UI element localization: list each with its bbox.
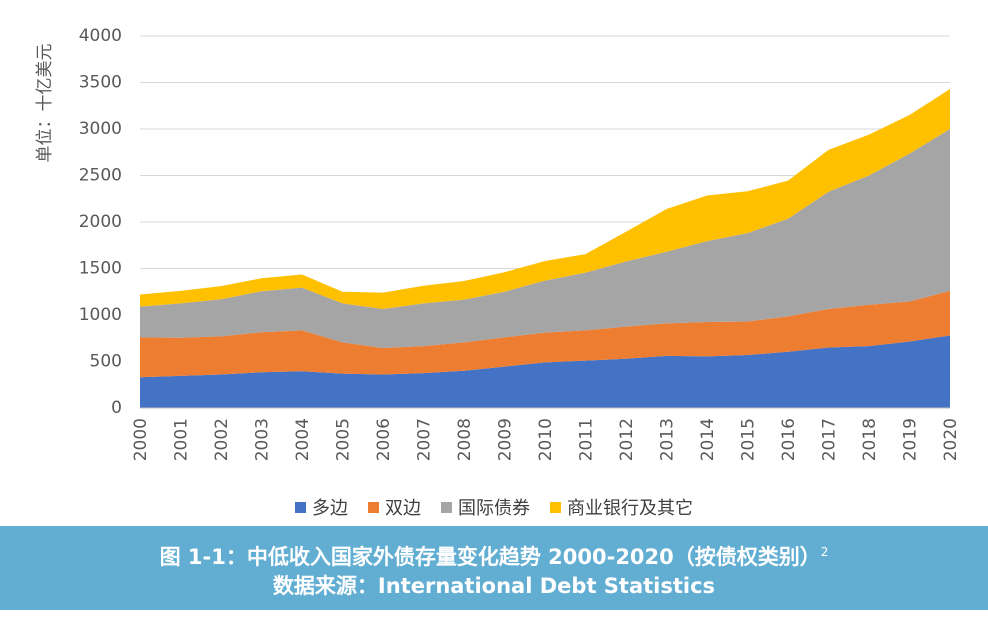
area-series-3 (140, 89, 950, 309)
x-tick-label: 2009 (496, 418, 516, 461)
x-tick-label: 2018 (860, 418, 880, 461)
y-tick-label: 3500 (79, 73, 122, 93)
x-tick-label: 2020 (941, 418, 961, 461)
legend-item: 多边 (295, 494, 348, 520)
legend-label: 多边 (312, 498, 348, 519)
legend-swatch (368, 501, 379, 513)
x-tick-label: 2007 (415, 418, 435, 461)
caption-title: 图 1-1：中低收入国家外债存量变化趋势 2000-2020（按债权类别）2 (159, 544, 829, 569)
x-tick-label: 2019 (901, 418, 921, 461)
y-tick-label: 4000 (79, 26, 122, 46)
x-tick-label: 2012 (617, 418, 637, 461)
y-tick-label: 2500 (79, 166, 122, 186)
x-axis-ticks: 2000 2001 2002 2003 2004 2005 2006 2007 2008 2009… (131, 418, 961, 461)
x-tick-label: 2017 (820, 418, 840, 461)
area-series-1 (140, 290, 950, 378)
x-tick-label: 2003 (253, 418, 273, 461)
area-series-0 (140, 335, 950, 408)
x-tick-label: 2014 (698, 418, 718, 461)
y-tick-label: 2000 (79, 212, 122, 232)
x-tick-label: 2016 (779, 418, 799, 461)
x-tick-label: 2010 (536, 418, 556, 461)
figure-caption: 图 1-1：中低收入国家外债存量变化趋势 2000-2020（按债权类别）2 数… (0, 526, 988, 610)
caption-footnote-marker: 2 (820, 544, 829, 559)
y-tick-label: 1500 (79, 259, 122, 279)
legend-swatch (441, 501, 452, 513)
legend-label: 商业银行及其它 (567, 498, 693, 519)
x-tick-label: 2008 (455, 418, 475, 461)
legend-label: 国际债券 (458, 498, 530, 519)
x-tick-label: 2013 (658, 418, 678, 461)
y-axis-ticks: 0 500 1000 1500 2000 2500 3000 3500 4000 (79, 26, 122, 418)
legend-swatch (550, 501, 561, 513)
x-tick-label: 2005 (334, 418, 354, 461)
legend-swatch (295, 501, 306, 513)
legend-item: 国际债券 (441, 494, 530, 520)
legend-item: 双边 (368, 494, 421, 520)
area-series (140, 89, 950, 408)
chart-legend: 多边 双边 国际债券 商业银行及其它 (0, 494, 988, 520)
y-axis-label: 单位：十亿美元 (35, 44, 55, 163)
x-tick-label: 2006 (374, 418, 394, 461)
area-series-2 (140, 129, 950, 349)
x-tick-label: 2002 (212, 418, 232, 461)
y-tick-label: 500 (90, 352, 122, 372)
caption-source: 数据来源：International Debt Statistics (272, 573, 716, 598)
legend-item: 商业银行及其它 (550, 494, 693, 520)
y-tick-label: 0 (111, 398, 122, 418)
y-tick-label: 1000 (79, 305, 122, 325)
x-tick-label: 2001 (172, 418, 192, 461)
x-tick-label: 2015 (739, 418, 759, 461)
x-tick-label: 2004 (293, 418, 313, 461)
y-tick-label: 3000 (79, 119, 122, 139)
x-tick-label: 2011 (577, 418, 597, 461)
legend-label: 双边 (385, 498, 421, 519)
x-tick-label: 2000 (131, 418, 151, 461)
